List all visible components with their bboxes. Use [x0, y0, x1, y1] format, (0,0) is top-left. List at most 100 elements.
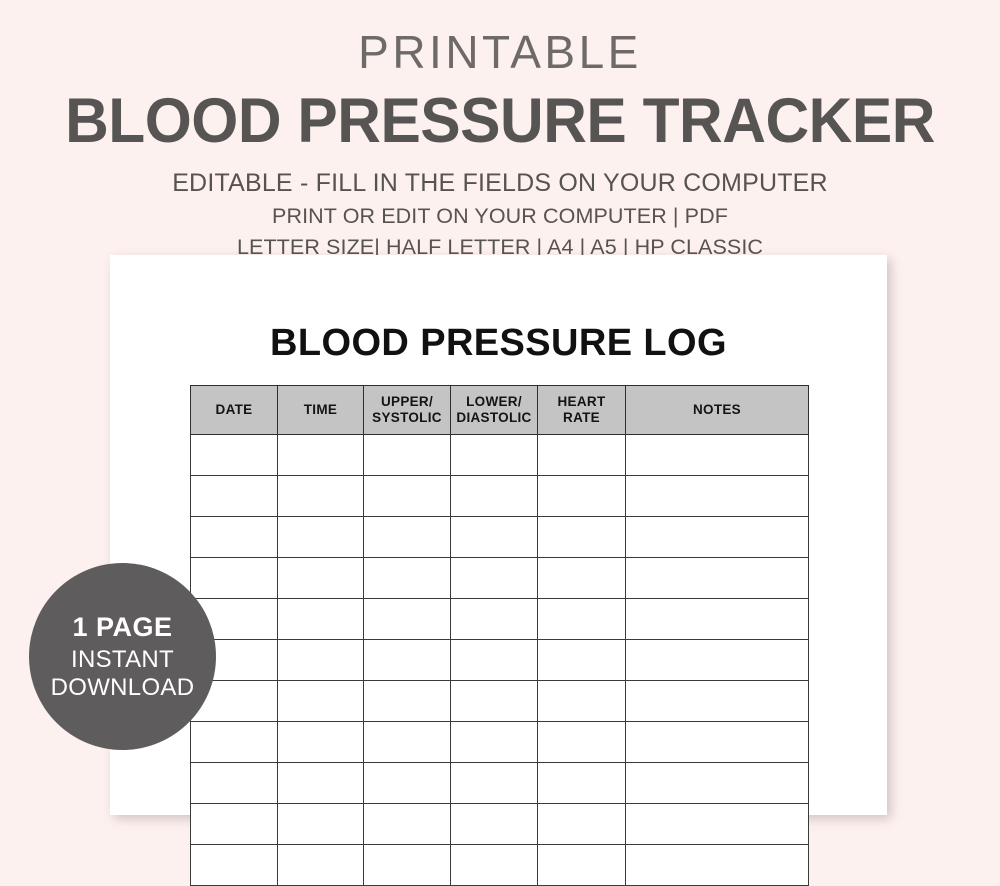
table-cell-heart[interactable]	[537, 803, 626, 845]
table-cell-date[interactable]	[190, 598, 278, 640]
table-cell-lower[interactable]	[450, 803, 538, 845]
table-cell-lower[interactable]	[450, 516, 538, 558]
table-cell-time[interactable]	[277, 639, 364, 681]
table-cell-time[interactable]	[277, 475, 364, 517]
table-cell-time[interactable]	[277, 844, 364, 886]
header-subtitle-2: PRINT OR EDIT ON YOUR COMPUTER | PDF	[272, 204, 728, 228]
column-header-notes: NOTES	[625, 385, 809, 435]
log-title: BLOOD PRESSURE LOG	[270, 322, 727, 364]
table-row	[190, 721, 809, 763]
column-header-time: TIME	[277, 385, 364, 435]
table-cell-notes[interactable]	[625, 475, 809, 517]
table-header-row: DATE TIME UPPER/ SYSTOLIC LOWER/ DIASTOL…	[190, 385, 809, 435]
table-cell-notes[interactable]	[625, 598, 809, 640]
table-cell-notes[interactable]	[625, 557, 809, 599]
table-cell-upper[interactable]	[363, 762, 451, 804]
column-header-lower-line-1: LOWER/	[466, 394, 522, 409]
table-cell-upper[interactable]	[363, 844, 451, 886]
table-cell-heart[interactable]	[537, 762, 626, 804]
table-cell-date[interactable]	[190, 557, 278, 599]
table-cell-date[interactable]	[190, 721, 278, 763]
badge-line-3: DOWNLOAD	[50, 674, 195, 701]
table-cell-lower[interactable]	[450, 639, 538, 681]
table-cell-date[interactable]	[190, 844, 278, 886]
table-row	[190, 844, 809, 886]
column-header-heart-line-2: RATE	[563, 410, 600, 425]
table-cell-notes[interactable]	[625, 639, 809, 681]
table-cell-upper[interactable]	[363, 721, 451, 763]
table-row	[190, 680, 809, 722]
table-cell-heart[interactable]	[537, 598, 626, 640]
table-cell-lower[interactable]	[450, 434, 538, 476]
table-cell-notes[interactable]	[625, 680, 809, 722]
header-kicker: PRINTABLE	[358, 26, 642, 78]
table-cell-notes[interactable]	[625, 844, 809, 886]
table-cell-time[interactable]	[277, 557, 364, 599]
column-header-time-line-1: TIME	[303, 402, 338, 417]
table-cell-heart[interactable]	[537, 721, 626, 763]
table-cell-heart[interactable]	[537, 475, 626, 517]
table-cell-notes[interactable]	[625, 762, 809, 804]
table-row	[190, 434, 809, 476]
table-cell-time[interactable]	[277, 598, 364, 640]
table-cell-upper[interactable]	[363, 803, 451, 845]
table-row	[190, 516, 809, 558]
page-title: BLOOD PRESSURE TRACKER	[65, 86, 935, 156]
column-header-notes-line-1: NOTES	[692, 402, 741, 417]
column-header-upper-line-1: UPPER/	[380, 394, 434, 409]
table-cell-notes[interactable]	[625, 434, 809, 476]
table-cell-lower[interactable]	[450, 680, 538, 722]
table-cell-heart[interactable]	[537, 516, 626, 558]
table-cell-notes[interactable]	[625, 803, 809, 845]
table-cell-lower[interactable]	[450, 557, 538, 599]
column-header-date-line-1: DATE	[215, 402, 253, 417]
table-row	[190, 639, 809, 681]
table-row	[190, 475, 809, 517]
table-cell-lower[interactable]	[450, 721, 538, 763]
table-cell-date[interactable]	[190, 475, 278, 517]
column-header-heart-rate: HEART RATE	[537, 385, 626, 435]
blood-pressure-log-table: DATE TIME UPPER/ SYSTOLIC LOWER/ DIASTOL…	[190, 385, 809, 886]
table-row	[190, 762, 809, 804]
column-header-upper-line-2: SYSTOLIC	[372, 410, 442, 425]
table-cell-upper[interactable]	[363, 557, 451, 599]
badge-line-2: INSTANT	[71, 646, 174, 673]
table-cell-lower[interactable]	[450, 844, 538, 886]
column-header-date: DATE	[190, 385, 278, 435]
instant-download-badge: 1 PAGE INSTANT DOWNLOAD	[29, 563, 216, 750]
badge-line-1: 1 PAGE	[72, 612, 173, 642]
table-cell-notes[interactable]	[625, 516, 809, 558]
table-cell-time[interactable]	[277, 721, 364, 763]
header-subtitle-1: EDITABLE - FILL IN THE FIELDS ON YOUR CO…	[172, 169, 828, 197]
table-cell-date[interactable]	[190, 762, 278, 804]
table-cell-upper[interactable]	[363, 475, 451, 517]
table-cell-lower[interactable]	[450, 475, 538, 517]
table-cell-time[interactable]	[277, 762, 364, 804]
table-cell-notes[interactable]	[625, 721, 809, 763]
table-cell-heart[interactable]	[537, 557, 626, 599]
table-cell-upper[interactable]	[363, 516, 451, 558]
table-cell-time[interactable]	[277, 803, 364, 845]
table-cell-date[interactable]	[190, 434, 278, 476]
table-row	[190, 598, 809, 640]
table-cell-heart[interactable]	[537, 639, 626, 681]
promo-header: PRINTABLE BLOOD PRESSURE TRACKER EDITABL…	[0, 0, 1000, 260]
table-cell-heart[interactable]	[537, 844, 626, 886]
table-cell-upper[interactable]	[363, 434, 451, 476]
table-cell-date[interactable]	[190, 516, 278, 558]
table-cell-heart[interactable]	[537, 434, 626, 476]
table-cell-time[interactable]	[277, 516, 364, 558]
table-cell-upper[interactable]	[363, 639, 451, 681]
table-cell-time[interactable]	[277, 680, 364, 722]
column-header-heart-line-1: HEART	[557, 394, 606, 409]
table-cell-upper[interactable]	[363, 680, 451, 722]
table-cell-lower[interactable]	[450, 598, 538, 640]
table-cell-date[interactable]	[190, 803, 278, 845]
column-header-lower-diastolic: LOWER/ DIASTOLIC	[450, 385, 538, 435]
table-cell-upper[interactable]	[363, 598, 451, 640]
table-cell-heart[interactable]	[537, 680, 626, 722]
table-cell-time[interactable]	[277, 434, 364, 476]
table-body	[190, 434, 809, 886]
column-header-upper-systolic: UPPER/ SYSTOLIC	[363, 385, 451, 435]
table-cell-lower[interactable]	[450, 762, 538, 804]
